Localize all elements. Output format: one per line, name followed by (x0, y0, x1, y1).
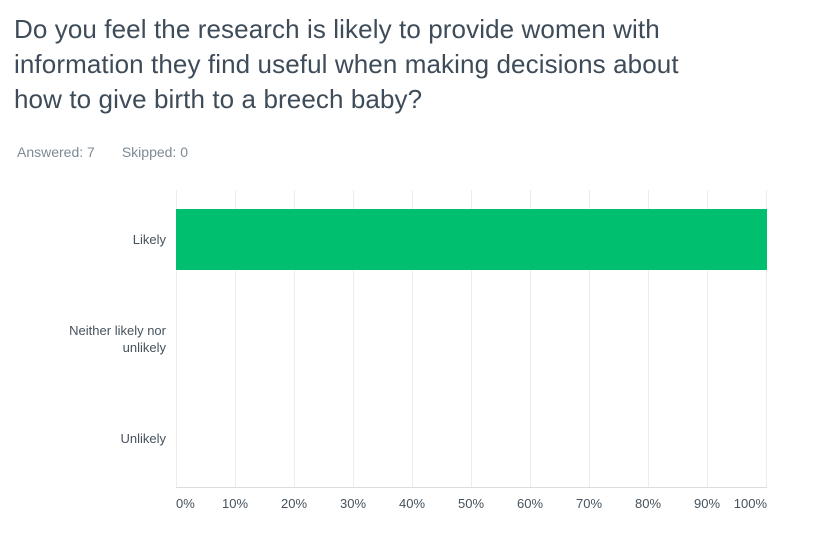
bar-rows (176, 190, 767, 487)
gridline-60 (530, 190, 531, 487)
bar-row-unlikely (176, 388, 767, 487)
x-tick-10: 10% (221, 496, 249, 511)
gridline-80 (648, 190, 649, 487)
gridline-50 (471, 190, 472, 487)
gridline-10 (235, 190, 236, 487)
bar-row-neither (176, 289, 767, 388)
gridline-0 (176, 190, 177, 487)
category-label-neither: Neither likely nor unlikely (69, 322, 166, 355)
bar-row-likely (176, 190, 767, 289)
gridline-30 (353, 190, 354, 487)
x-tick-60: 60% (516, 496, 544, 511)
category-label-cell: Likely (0, 190, 166, 289)
x-tick-70: 70% (575, 496, 603, 511)
gridline-40 (412, 190, 413, 487)
chart-plot-area (176, 190, 767, 488)
question-title-line: Do you feel the research is likely to pr… (14, 14, 660, 44)
bar-likely (176, 209, 767, 270)
x-tick-100: 100% (733, 496, 767, 511)
category-label-likely: Likely (132, 232, 166, 248)
gridline-70 (589, 190, 590, 487)
gridline-100 (766, 190, 767, 487)
x-tick-40: 40% (398, 496, 426, 511)
y-axis-category-labels: Likely Neither likely nor unlikely Unlik… (0, 190, 166, 488)
question-title: Do you feel the research is likely to pr… (14, 12, 826, 117)
gridline-90 (707, 190, 708, 487)
question-title-line: information they find useful when making… (14, 49, 679, 79)
answered-count: Answered: 7 (17, 144, 95, 160)
category-label-cell: Neither likely nor unlikely (0, 289, 166, 388)
question-title-line: how to give birth to a breech baby? (14, 84, 423, 114)
x-tick-50: 50% (457, 496, 485, 511)
x-tick-0: 0% (176, 496, 195, 511)
x-tick-20: 20% (280, 496, 308, 511)
gridline-20 (294, 190, 295, 487)
category-label-unlikely: Unlikely (120, 430, 166, 446)
x-tick-30: 30% (339, 496, 367, 511)
x-tick-80: 80% (634, 496, 662, 511)
skipped-count: Skipped: 0 (121, 144, 188, 160)
response-stats: Answered: 7 Skipped: 0 (17, 144, 188, 160)
x-tick-90: 90% (693, 496, 721, 511)
category-label-cell: Unlikely (0, 389, 166, 488)
x-axis-tick-labels: 0% 10% 20% 30% 40% 50% 60% 70% 80% 90% 1… (176, 496, 767, 512)
